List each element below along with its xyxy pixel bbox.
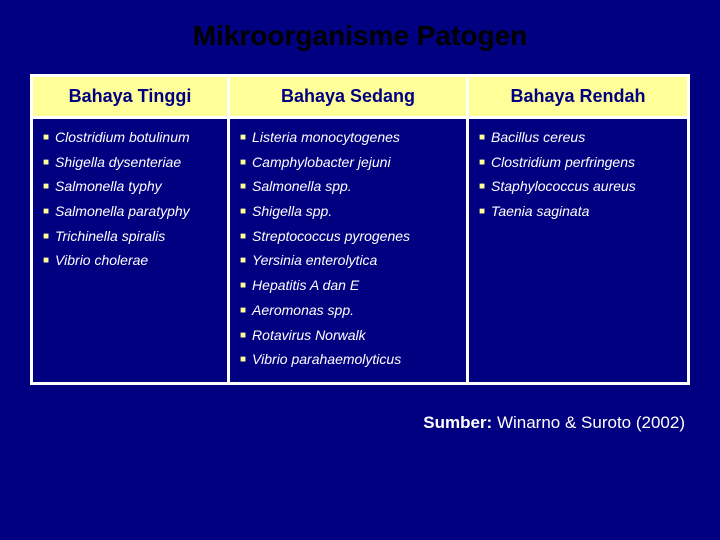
bullet-icon: ■ (43, 204, 49, 220)
column-high: Bahaya Tinggi ■ Clostridium botulinum ■ Shi… (33, 77, 230, 382)
column-body-medium: ■ Listeria monocytogenes ■ Camphylobacter j… (230, 119, 466, 382)
column-body-low: ■ Bacillus cereus ■ Clostridium perfringens… (469, 119, 687, 382)
list-item: ■ Shigella dysenteriae (43, 152, 217, 174)
bullet-icon: ■ (240, 253, 246, 269)
list-item: ■ Clostridium perfringens (479, 152, 677, 174)
column-medium: Bahaya Sedang ■ Listeria monocytogenes ■ Ca… (230, 77, 469, 382)
list-item-text: Clostridium botulinum (55, 127, 190, 149)
bullet-icon: ■ (240, 328, 246, 344)
bullet-icon: ■ (43, 253, 49, 269)
list-item-text: Shigella dysenteriae (55, 152, 181, 174)
list-item: ■ Clostridium botulinum (43, 127, 217, 149)
bullet-icon: ■ (43, 179, 49, 195)
bullet-icon: ■ (479, 130, 485, 146)
list-item-text: Salmonella paratyphy (55, 201, 190, 223)
bullet-icon: ■ (240, 130, 246, 146)
column-low: Bahaya Rendah ■ Bacillus cereus ■ Clostridi… (469, 77, 687, 382)
list-item: ■ Taenia saginata (479, 201, 677, 223)
list-item: ■ Camphylobacter jejuni (240, 152, 456, 174)
list-item-text: Salmonella spp. (252, 176, 352, 198)
list-item-text: Listeria monocytogenes (252, 127, 400, 149)
list-item-text: Taenia saginata (491, 201, 589, 223)
list-item: ■ Salmonella spp. (240, 176, 456, 198)
list-item-text: Shigella spp. (252, 201, 332, 223)
list-item: ■ Listeria monocytogenes (240, 127, 456, 149)
list-item: ■ Trichinella spiralis (43, 226, 217, 248)
column-header: Bahaya Tinggi (33, 77, 227, 119)
list-item-text: Vibrio parahaemolyticus (252, 349, 401, 371)
list-item-text: Streptococcus pyrogenes (252, 226, 410, 248)
bullet-icon: ■ (240, 352, 246, 368)
source-text: Winarno & Suroto (2002) (497, 413, 685, 432)
list-item: ■ Salmonella typhy (43, 176, 217, 198)
list-item: ■ Shigella spp. (240, 201, 456, 223)
list-item-text: Clostridium perfringens (491, 152, 635, 174)
list-item-text: Yersinia enterolytica (252, 250, 377, 272)
list-item-text: Camphylobacter jejuni (252, 152, 391, 174)
column-body-high: ■ Clostridium botulinum ■ Shigella dysenter… (33, 119, 227, 382)
bullet-icon: ■ (43, 155, 49, 171)
list-item-text: Salmonella typhy (55, 176, 162, 198)
bullet-icon: ■ (43, 229, 49, 245)
list-item-text: Hepatitis A dan E (252, 275, 359, 297)
list-item: ■ Salmonella paratyphy (43, 201, 217, 223)
risk-table: Bahaya Tinggi ■ Clostridium botulinum ■ Shi… (30, 74, 690, 385)
bullet-icon: ■ (240, 155, 246, 171)
bullet-icon: ■ (240, 179, 246, 195)
list-item-text: Rotavirus Norwalk (252, 325, 366, 347)
list-item-text: Bacillus cereus (491, 127, 585, 149)
bullet-icon: ■ (479, 204, 485, 220)
list-item-text: Trichinella spiralis (55, 226, 165, 248)
list-item-text: Vibrio cholerae (55, 250, 148, 272)
list-item: ■ Aeromonas spp. (240, 300, 456, 322)
slide-title: Mikroorganisme Patogen (30, 20, 690, 52)
list-item-text: Staphylococcus aureus (491, 176, 636, 198)
list-item-text: Aeromonas spp. (252, 300, 354, 322)
list-item: ■ Vibrio cholerae (43, 250, 217, 272)
slide: Mikroorganisme Patogen Bahaya Tinggi ■ Cl… (0, 0, 720, 540)
bullet-icon: ■ (240, 204, 246, 220)
bullet-icon: ■ (479, 179, 485, 195)
list-item: ■ Rotavirus Norwalk (240, 325, 456, 347)
source-label: Sumber: (423, 413, 492, 432)
bullet-icon: ■ (43, 130, 49, 146)
column-header: Bahaya Sedang (230, 77, 466, 119)
list-item: ■ Hepatitis A dan E (240, 275, 456, 297)
list-item: ■ Bacillus cereus (479, 127, 677, 149)
list-item: ■ Streptococcus pyrogenes (240, 226, 456, 248)
bullet-icon: ■ (240, 278, 246, 294)
list-item: ■ Vibrio parahaemolyticus (240, 349, 456, 371)
bullet-icon: ■ (240, 303, 246, 319)
bullet-icon: ■ (240, 229, 246, 245)
list-item: ■ Staphylococcus aureus (479, 176, 677, 198)
column-header: Bahaya Rendah (469, 77, 687, 119)
source-citation: Sumber: Winarno & Suroto (2002) (30, 413, 690, 433)
list-item: ■ Yersinia enterolytica (240, 250, 456, 272)
bullet-icon: ■ (479, 155, 485, 171)
